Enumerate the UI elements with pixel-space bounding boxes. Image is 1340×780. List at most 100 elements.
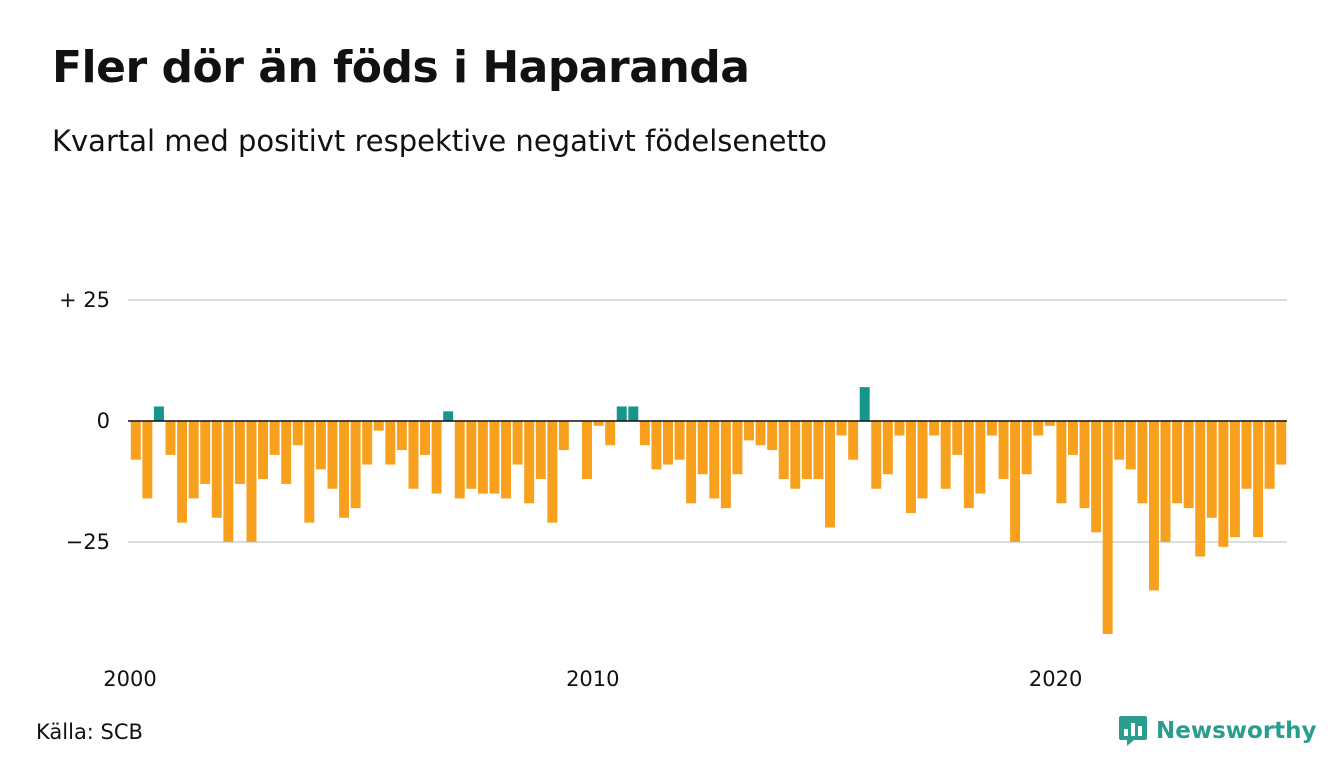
bar bbox=[732, 421, 743, 475]
bar bbox=[882, 421, 893, 475]
y-tick-label: 0 bbox=[97, 409, 110, 433]
bar bbox=[1253, 421, 1264, 538]
bar bbox=[304, 421, 315, 523]
bar bbox=[443, 411, 454, 421]
y-tick-label: + 25 bbox=[59, 288, 110, 312]
bar bbox=[929, 421, 940, 436]
bar bbox=[1137, 421, 1148, 504]
bar bbox=[1195, 421, 1206, 557]
bar bbox=[628, 406, 639, 421]
bar bbox=[431, 421, 442, 494]
bar bbox=[639, 421, 650, 446]
bar bbox=[466, 421, 477, 489]
bar bbox=[744, 421, 754, 441]
bar bbox=[396, 421, 407, 451]
bar bbox=[1172, 421, 1183, 504]
bar bbox=[755, 421, 766, 446]
bar bbox=[1229, 421, 1240, 538]
bar bbox=[674, 421, 685, 460]
bar bbox=[836, 421, 847, 436]
bar bbox=[1160, 421, 1171, 542]
bar bbox=[686, 421, 697, 504]
bar bbox=[211, 421, 222, 518]
bar bbox=[246, 421, 257, 542]
bar bbox=[547, 421, 558, 523]
y-tick-label: −25 bbox=[66, 530, 110, 554]
chart-subtitle: Kvartal med positivt respektive negativt… bbox=[52, 124, 827, 158]
bar bbox=[142, 421, 153, 499]
bar bbox=[1010, 421, 1021, 542]
bar bbox=[801, 421, 812, 480]
bar bbox=[408, 421, 419, 489]
bar bbox=[292, 421, 303, 446]
bar bbox=[767, 421, 778, 451]
newsworthy-logo-icon bbox=[1119, 716, 1147, 746]
bar bbox=[339, 421, 350, 518]
bar bbox=[963, 421, 974, 509]
bar bbox=[1148, 421, 1159, 591]
bar bbox=[663, 421, 673, 465]
bar bbox=[188, 421, 199, 499]
bar bbox=[269, 421, 280, 455]
bar bbox=[894, 421, 905, 436]
bar bbox=[501, 421, 511, 499]
bar bbox=[1044, 421, 1055, 426]
bar bbox=[1079, 421, 1090, 509]
bar bbox=[373, 421, 384, 431]
bar bbox=[281, 421, 292, 484]
bar bbox=[362, 421, 373, 465]
bar bbox=[605, 421, 616, 446]
bar bbox=[1102, 421, 1113, 634]
bar bbox=[512, 421, 523, 465]
bar bbox=[1067, 421, 1078, 455]
bar bbox=[917, 421, 928, 499]
bar bbox=[454, 421, 465, 499]
bar bbox=[535, 421, 546, 480]
bar bbox=[385, 421, 396, 465]
bar bbox=[223, 421, 234, 542]
bar bbox=[975, 421, 986, 494]
bar bbox=[1206, 421, 1217, 518]
bar bbox=[778, 421, 789, 480]
source-note: Källa: SCB bbox=[36, 720, 143, 744]
bar bbox=[813, 421, 824, 480]
bar bbox=[200, 421, 211, 484]
bar bbox=[1091, 421, 1102, 533]
chart-title: Fler dör än föds i Haparanda bbox=[52, 42, 750, 93]
axis-labels: + 25 0 −25 2000 2010 2020 bbox=[59, 288, 1082, 691]
bar-chart: + 25 0 −25 2000 2010 2020 bbox=[59, 288, 1287, 691]
bar bbox=[1114, 421, 1125, 460]
bar bbox=[524, 421, 535, 504]
bar bbox=[790, 421, 801, 489]
bar bbox=[593, 421, 604, 426]
bar bbox=[1056, 421, 1067, 504]
bar bbox=[697, 421, 708, 475]
bar bbox=[1125, 421, 1136, 470]
bar bbox=[153, 406, 164, 421]
bar bbox=[315, 421, 326, 470]
bar bbox=[420, 421, 431, 455]
bar bbox=[165, 421, 176, 455]
bar bbox=[258, 421, 269, 480]
bar bbox=[1183, 421, 1194, 509]
bar bbox=[327, 421, 338, 489]
bar bbox=[720, 421, 731, 509]
bar bbox=[1276, 421, 1287, 465]
x-tick-label: 2020 bbox=[1029, 667, 1082, 691]
x-tick-label: 2000 bbox=[103, 667, 156, 691]
x-tick-label: 2010 bbox=[566, 667, 619, 691]
bar-layer bbox=[130, 387, 1287, 634]
bar bbox=[1241, 421, 1252, 489]
bar bbox=[940, 421, 951, 489]
bar bbox=[825, 421, 835, 528]
bar bbox=[952, 421, 963, 455]
brand-logo: Newsworthy bbox=[1118, 714, 1317, 748]
bar bbox=[477, 421, 488, 494]
bar bbox=[986, 421, 997, 436]
bar bbox=[177, 421, 188, 523]
bar bbox=[998, 421, 1009, 480]
bar bbox=[1021, 421, 1032, 475]
bar bbox=[1218, 421, 1229, 547]
bar bbox=[859, 387, 870, 421]
bar bbox=[906, 421, 916, 513]
